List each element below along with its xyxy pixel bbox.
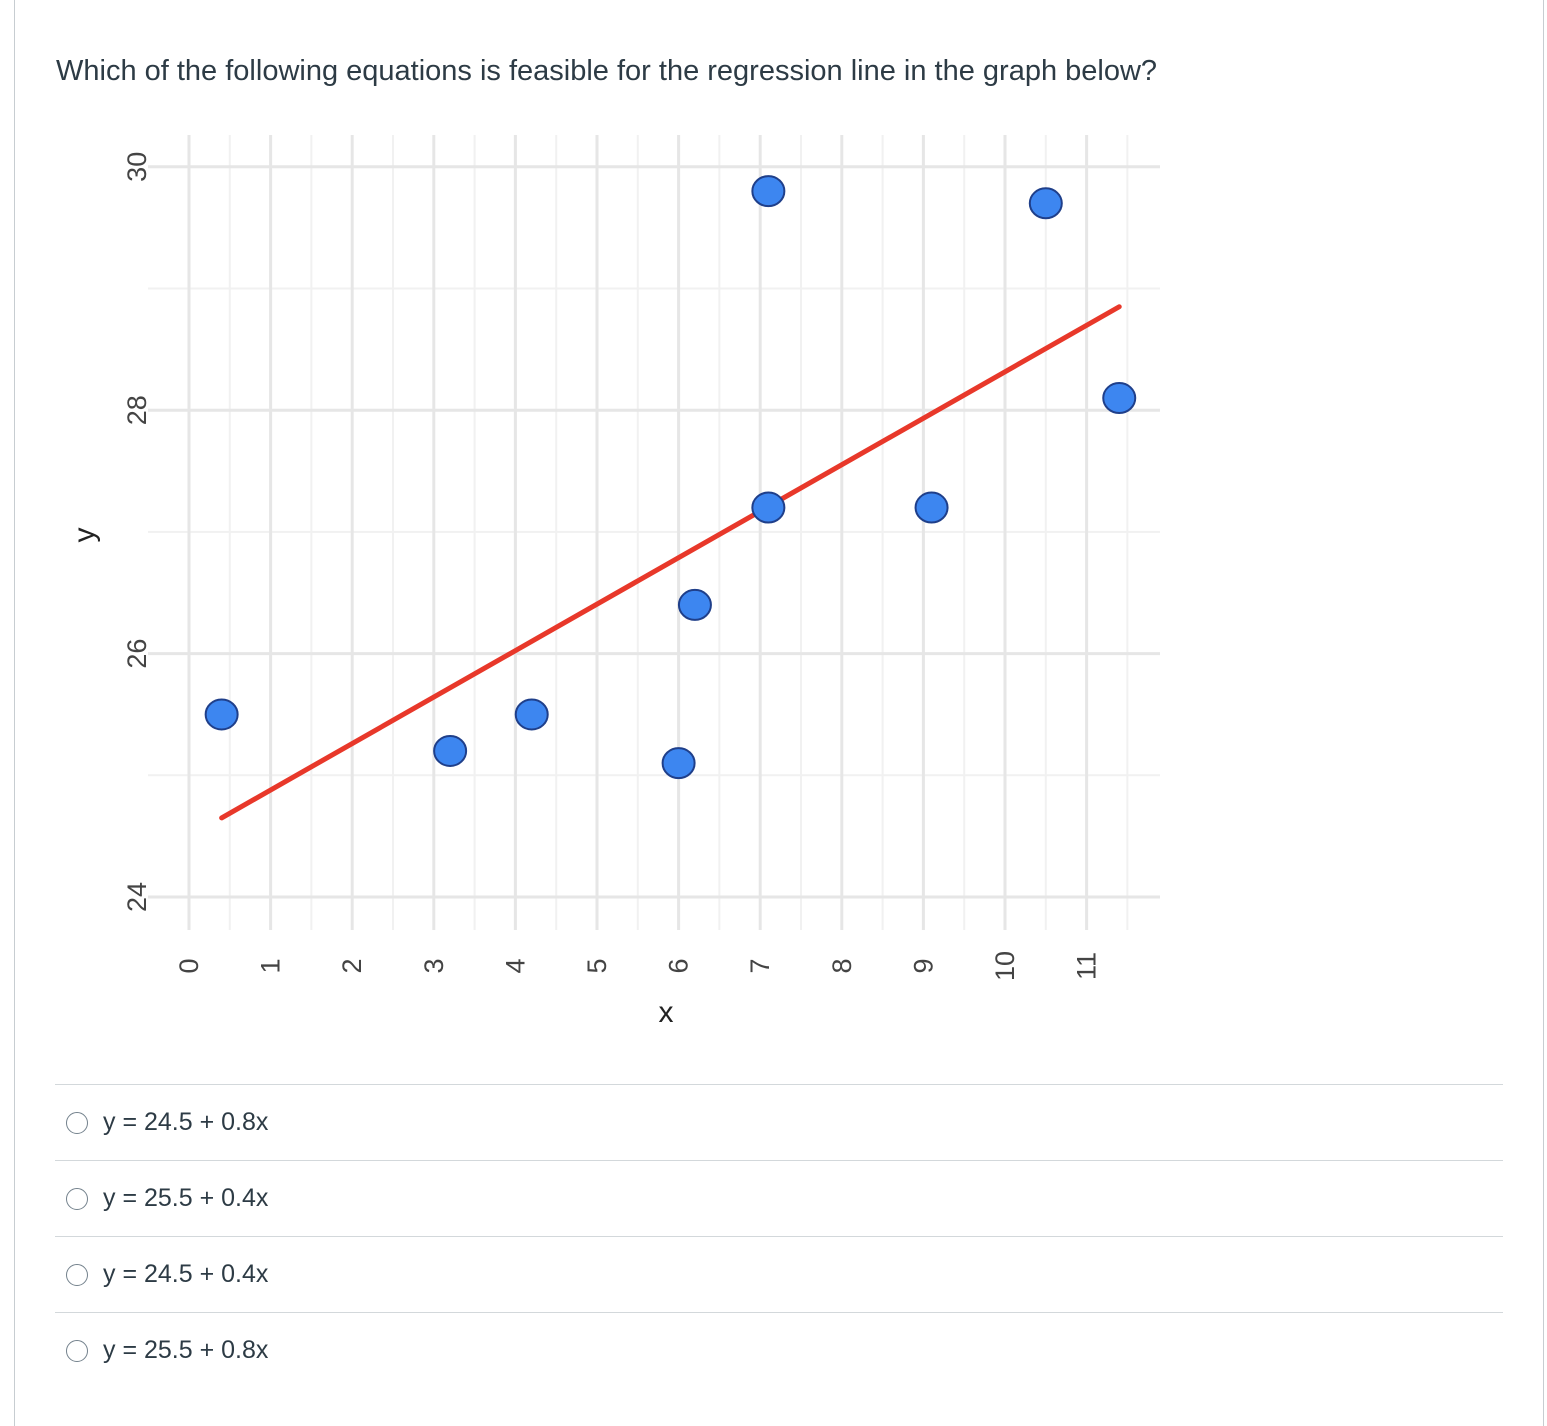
x-tick-label: 7 — [745, 958, 775, 973]
data-point — [751, 175, 786, 208]
answer-option[interactable]: y = 24.5 + 0.4x — [55, 1236, 1503, 1312]
data-point — [751, 491, 786, 524]
question-frame — [14, 0, 1544, 1426]
data-point — [661, 747, 696, 780]
x-tick-label: 1 — [256, 958, 286, 973]
y-tick-label: 30 — [122, 152, 152, 182]
y-tick-label: 24 — [122, 882, 152, 912]
x-tick-label: 5 — [582, 958, 612, 973]
data-point — [1028, 187, 1063, 220]
regression-line-layer — [219, 304, 1122, 821]
x-tick-label: 4 — [500, 958, 530, 973]
data-point — [204, 698, 239, 731]
radio-button[interactable] — [66, 1111, 88, 1134]
x-axis-label: x — [659, 996, 674, 1029]
regression-line — [219, 304, 1122, 821]
x-tick-label: 2 — [337, 958, 367, 973]
data-point — [514, 698, 549, 731]
grid-major — [148, 135, 1160, 930]
data-point — [1102, 382, 1137, 415]
answer-list: y = 24.5 + 0.8x y = 25.5 + 0.4x y = 24.5… — [55, 1084, 1503, 1388]
x-axis-ticks: 0 1 2 3 4 5 6 7 8 9 10 11 — [174, 951, 1102, 981]
question-text: Which of the following equations is feas… — [56, 55, 1158, 87]
x-tick-label: 6 — [664, 958, 694, 973]
x-tick-label: 9 — [908, 958, 938, 973]
x-tick-label: 10 — [990, 951, 1020, 981]
answer-label: y = 24.5 + 0.8x — [103, 1108, 269, 1136]
x-tick-label: 11 — [1072, 952, 1102, 980]
data-point — [914, 491, 949, 524]
radio-button[interactable] — [66, 1263, 88, 1286]
answer-label: y = 25.5 + 0.4x — [103, 1184, 269, 1212]
x-tick-label: 8 — [827, 958, 857, 973]
y-axis-label: y — [68, 528, 101, 543]
data-point — [433, 734, 468, 767]
y-tick-label: 26 — [122, 639, 152, 669]
points-layer — [204, 175, 1137, 780]
answer-option[interactable]: y = 24.5 + 0.8x — [55, 1084, 1503, 1160]
answer-option[interactable]: y = 25.5 + 0.8x — [55, 1312, 1503, 1388]
answer-label: y = 24.5 + 0.4x — [103, 1260, 269, 1288]
data-point — [677, 588, 712, 621]
scatter-chart: 24 26 28 30 0 1 2 3 4 5 6 7 8 9 10 11 x y — [68, 135, 1160, 1029]
y-axis-ticks: 24 26 28 30 — [122, 152, 152, 912]
x-tick-label: 0 — [174, 958, 204, 973]
grid-minor — [148, 135, 1160, 930]
x-tick-label: 3 — [419, 958, 449, 973]
radio-button[interactable] — [66, 1187, 88, 1210]
y-tick-label: 28 — [122, 395, 152, 425]
answer-option[interactable]: y = 25.5 + 0.4x — [55, 1160, 1503, 1236]
answer-label: y = 25.5 + 0.8x — [103, 1336, 269, 1364]
radio-button[interactable] — [66, 1339, 88, 1362]
